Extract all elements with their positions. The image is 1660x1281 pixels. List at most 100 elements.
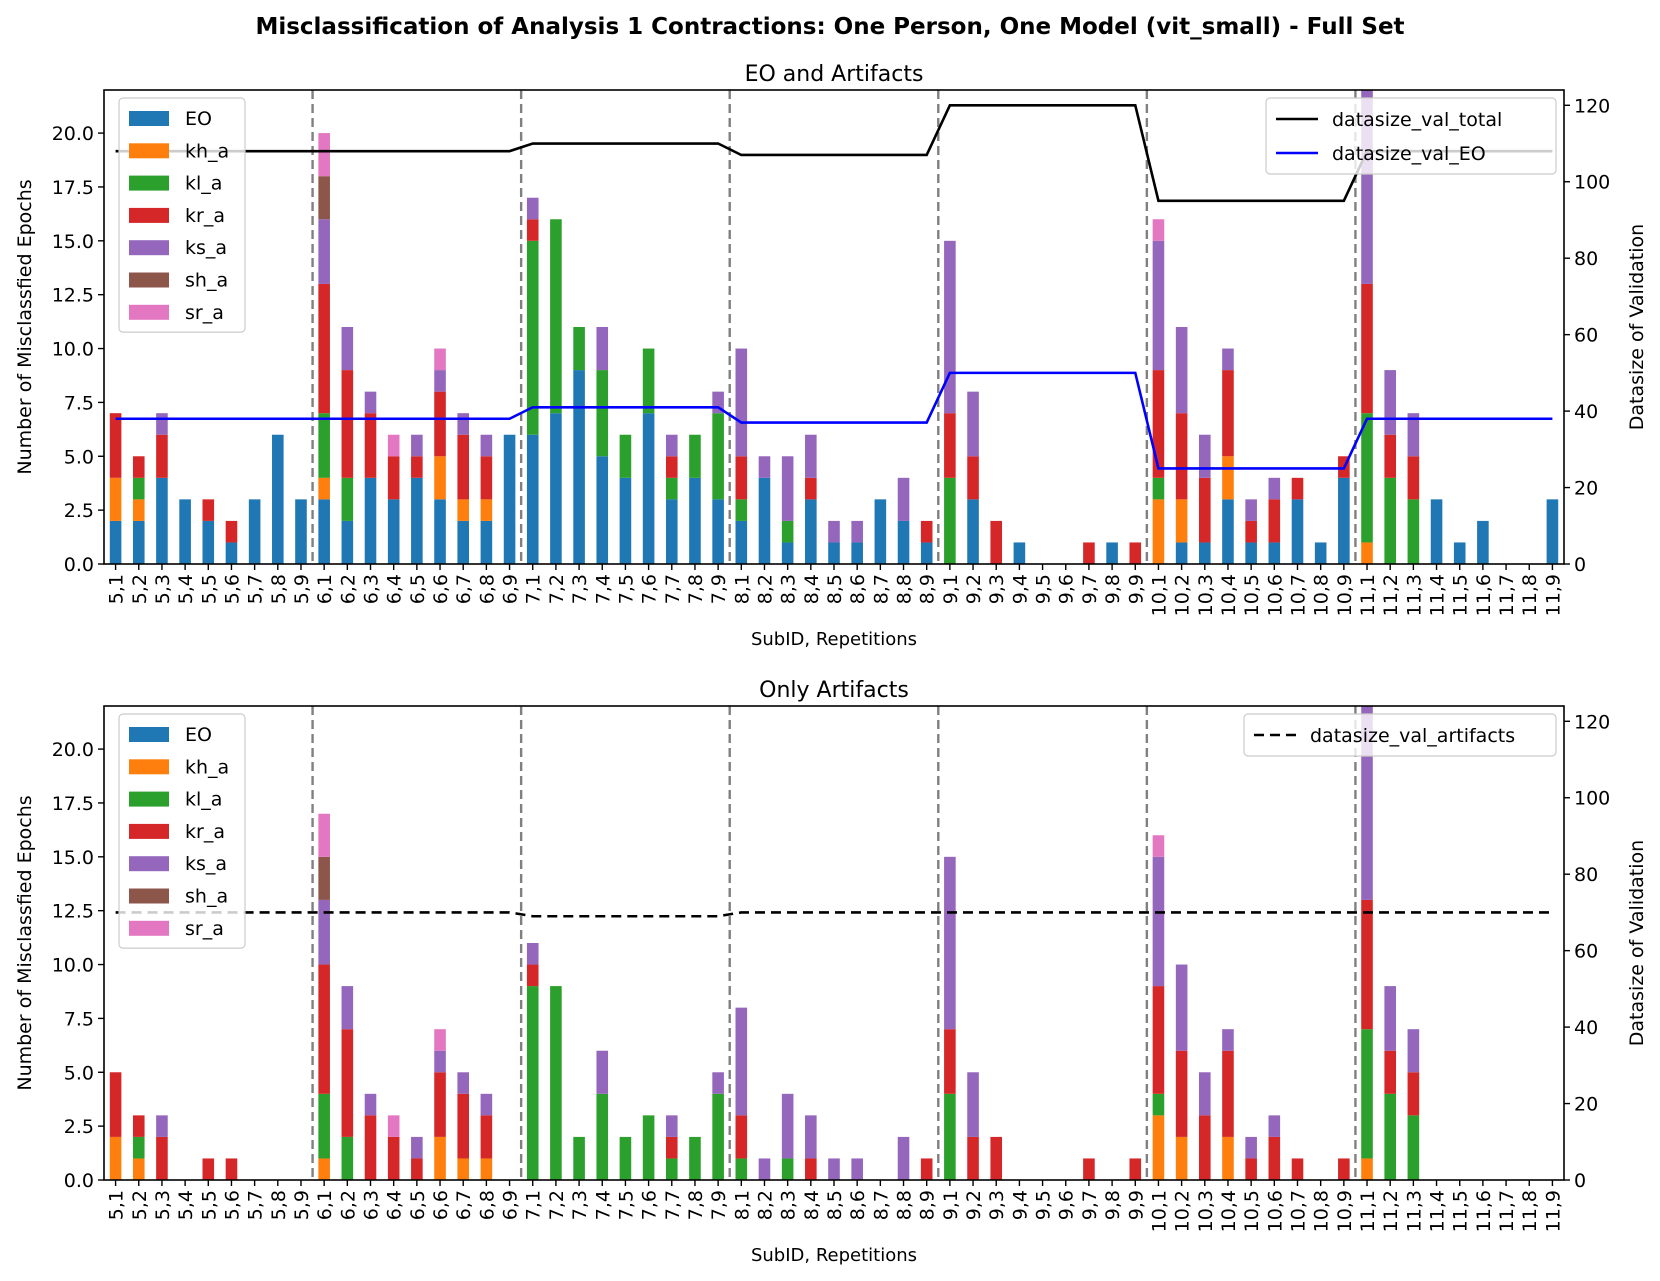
bar-kh-a-10-1	[1152, 1115, 1165, 1180]
x-tick-label: 5,9	[291, 1190, 313, 1220]
bar-kr-a-8-4	[805, 1158, 817, 1180]
x-tick-label: 8,7	[870, 1190, 892, 1220]
x-tick-label: 7,2	[546, 574, 568, 604]
bar-eo-7-8	[689, 477, 701, 564]
bar-eo-5-1	[109, 520, 122, 564]
bar-ks-a-6-8	[480, 1093, 493, 1116]
x-tick-label: 10,8	[1311, 574, 1333, 616]
bar-kr-a-6-2	[341, 1029, 354, 1137]
x-tick-label: 8,8	[894, 574, 916, 604]
x-tick-label: 9,4	[1009, 1190, 1031, 1220]
bar-kr-a-5-6	[225, 520, 238, 543]
bar-ks-a-7-7	[665, 1115, 678, 1137]
y2-tick-label: 100	[1574, 172, 1610, 194]
y-tick-label: 0.0	[64, 1170, 94, 1192]
bar-eo-6-1	[318, 499, 330, 564]
x-tick-label: 6,4	[384, 574, 406, 604]
bar-kh-a-5-2	[132, 499, 145, 521]
bar-ks-a-8-4	[805, 434, 817, 478]
y2-tick-label: 120	[1574, 711, 1610, 733]
bar-kl-a-7-1	[526, 986, 539, 1180]
bar-eo-10-9	[1338, 477, 1350, 564]
x-tick-label: 8,9	[917, 574, 939, 604]
bars	[109, 90, 1559, 564]
bar-kl-a-9-1	[944, 1093, 956, 1180]
x-tick-label: 9,2	[963, 1190, 985, 1220]
x-tick-label: 5,7	[245, 574, 267, 604]
bar-kl-a-8-3	[781, 1158, 794, 1180]
bar-kl-a-7-4	[596, 370, 609, 457]
x-tick-label: 6,9	[500, 574, 522, 604]
y-tick-label: 12.5	[52, 901, 94, 923]
bar-sh-a-6-1	[318, 176, 330, 220]
x-tick-label: 10,6	[1264, 574, 1286, 616]
bar-ks-a-7-4	[596, 327, 609, 371]
bar-eo-7-5	[619, 477, 632, 564]
bar-kl-a-11-3	[1407, 499, 1420, 564]
x-tick-label: 10,1	[1148, 1190, 1170, 1232]
x-tick-label: 5,3	[152, 574, 174, 604]
bar-kl-a-7-2	[550, 219, 562, 414]
x-tick-label: 7,8	[685, 1190, 707, 1220]
x-tick-label: 6,6	[430, 1190, 452, 1220]
x-tick-label: 11,6	[1473, 574, 1495, 616]
bar-eo-9-2	[967, 499, 979, 564]
y-tick-label: 2.5	[64, 1116, 94, 1138]
bar-kh-a-6-6	[434, 1136, 446, 1180]
x-tick-label: 8,3	[778, 1190, 800, 1220]
y-axis-label: Number of Misclassfied Epochs	[14, 179, 36, 474]
line-legend: datasize_val_total datasize_val_EO	[1265, 97, 1557, 175]
legend-label-eo: EO	[185, 108, 212, 130]
figure-title: Misclassification of Analysis 1 Contract…	[255, 14, 1404, 40]
bar-kh-a-11-1	[1361, 542, 1373, 564]
bar-kr-a-5-3	[156, 1136, 168, 1180]
bar-ks-a-9-2	[967, 391, 979, 457]
y2-tick-label: 120	[1574, 95, 1610, 117]
bar-sr-a-6-4	[387, 434, 400, 457]
bar-kr-a-11-1	[1361, 283, 1373, 414]
bar-kr-a-6-7	[457, 1093, 469, 1159]
x-tick-label: 5,8	[268, 574, 290, 604]
bar-eo-6-5	[411, 477, 423, 564]
bar-eo-11-6	[1477, 520, 1489, 564]
x-tick-label: 7,4	[592, 1190, 614, 1220]
bar-kr-a-5-2	[132, 1115, 145, 1137]
bar-eo-5-5	[202, 520, 215, 564]
bar-kl-a-7-3	[573, 327, 585, 371]
bar-eo-11-5	[1453, 542, 1466, 564]
y2-tick-label: 100	[1574, 788, 1610, 810]
x-tick-label: 10,5	[1241, 1190, 1263, 1232]
bar-kr-a-9-1	[944, 1029, 956, 1094]
legend-label-sr-a: sr_a	[185, 302, 224, 324]
x-tick-label: 8,8	[894, 1190, 916, 1220]
bar-eo-10-3	[1199, 542, 1211, 564]
bar-kl-a-7-6	[642, 1115, 655, 1180]
bar-kl-a-8-1	[735, 499, 748, 521]
x-tick-label: 11,1	[1357, 574, 1379, 616]
x-tick-label: 7,6	[639, 574, 661, 604]
bar-kl-a-7-9	[712, 1093, 724, 1180]
bar-kr-a-9-3	[990, 520, 1003, 564]
bar-kr-a-7-1	[526, 219, 539, 241]
x-tick-label: 11,7	[1496, 1190, 1518, 1232]
bar-kr-a-10-4	[1222, 1050, 1234, 1137]
x-tick-label: 7,1	[523, 574, 545, 604]
bar-ks-a-9-1	[944, 856, 956, 1030]
bar-kl-a-9-1	[944, 477, 956, 564]
bar-sr-a-6-4	[387, 1115, 400, 1137]
chart-panel-only-artifacts: Only Artifacts 0.0 2.5 5.0 7.5 10.0 12.5 15.0 17…	[14, 678, 1648, 1266]
x-tick-label: 11,2	[1380, 1190, 1402, 1232]
bar-kr-a-9-2	[967, 1136, 979, 1180]
bar-eo-6-9	[503, 434, 516, 564]
bar-sr-a-10-1	[1152, 219, 1165, 241]
y2-tick-label: 0	[1574, 1170, 1586, 1192]
x-tick-label: 7,9	[708, 1190, 730, 1220]
bar-ks-a-6-7	[457, 413, 469, 435]
bar-kr-a-5-6	[225, 1158, 238, 1180]
x-tick-label: 8,2	[754, 574, 776, 604]
bar-eo-7-1	[526, 434, 539, 564]
legend-label-kh-a: kh_a	[185, 756, 229, 778]
x-tick-label: 9,2	[963, 574, 985, 604]
bar-ks-a-10-4	[1222, 1029, 1234, 1051]
legend-swatch-eo	[129, 727, 169, 742]
